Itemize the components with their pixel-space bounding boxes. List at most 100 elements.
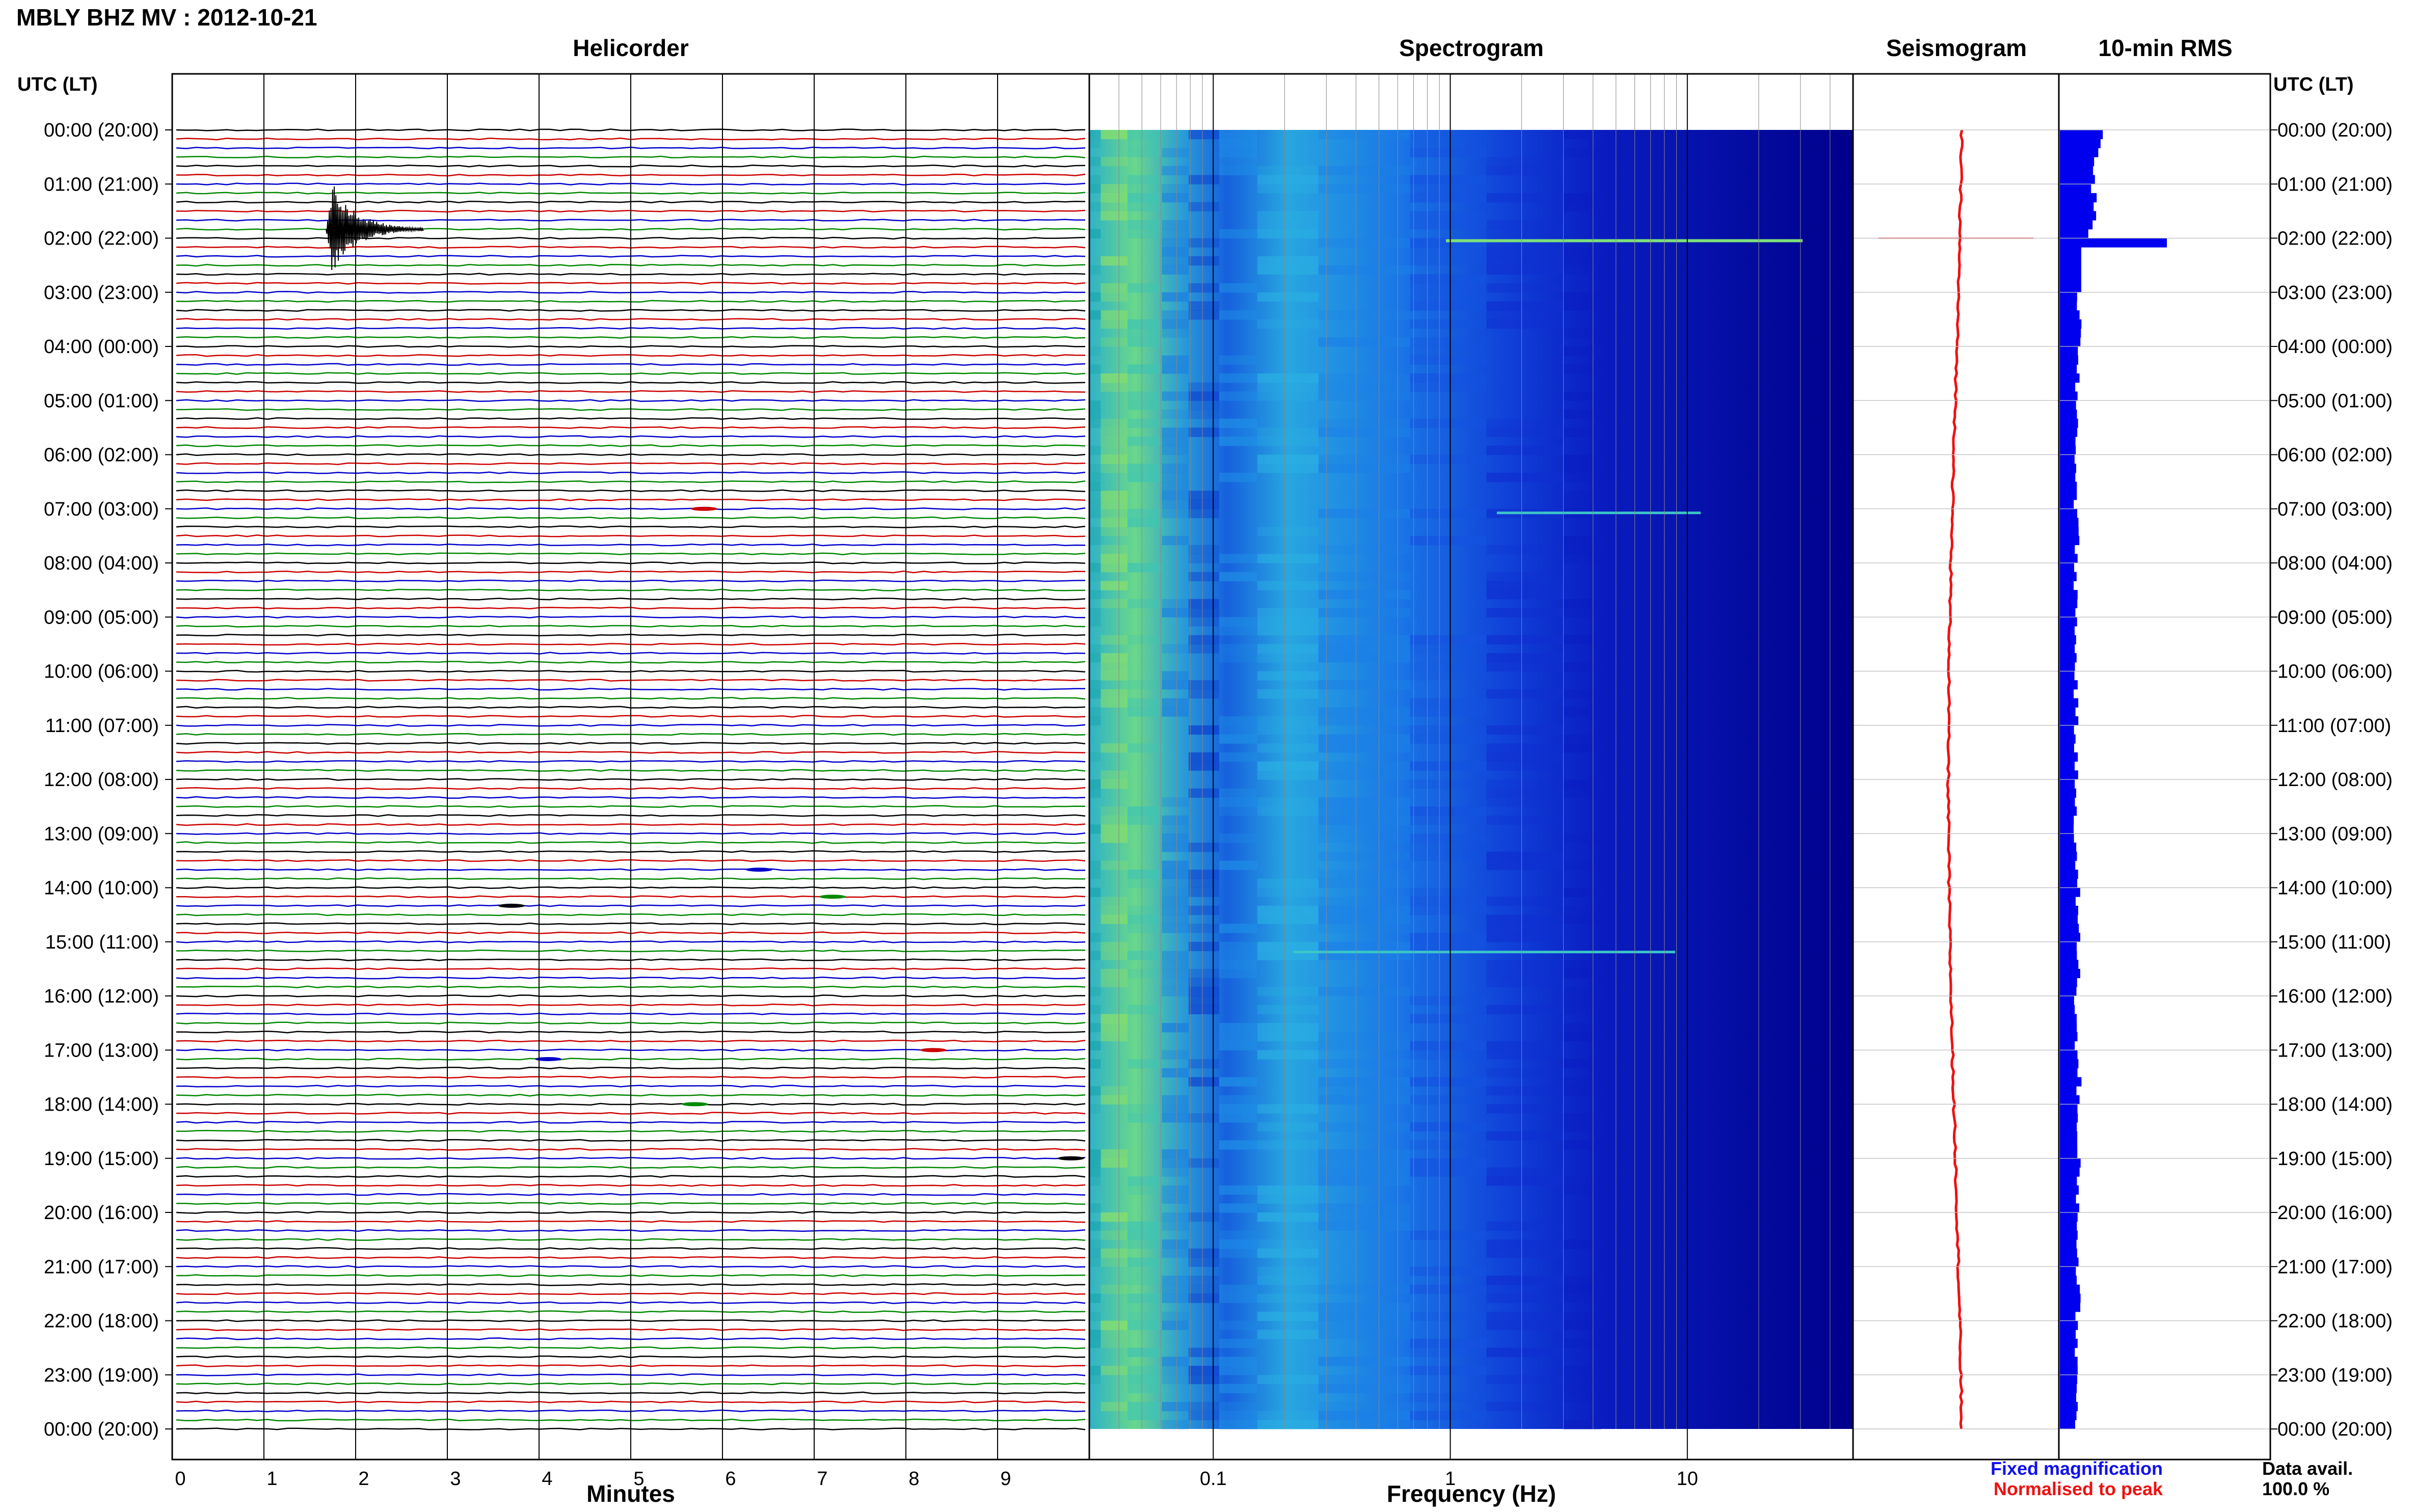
spectrogram-cell	[1089, 1059, 1101, 1069]
spectrogram-cell	[1162, 427, 1189, 437]
spectrogram-cell	[1410, 1041, 1487, 1050]
minute-tick-label: 4	[542, 1468, 552, 1490]
time-label-right: 20:00 (16:00)	[2277, 1202, 2393, 1224]
spectrogram-cell	[1089, 175, 1101, 184]
spectrogram-cell	[1219, 617, 1257, 627]
spectrogram-cell	[1318, 590, 1410, 600]
spectrogram-cell	[1486, 1068, 1563, 1077]
rms-bar	[2060, 1357, 2078, 1366]
helicorder-event	[746, 868, 772, 872]
spectrogram-cell	[1162, 1357, 1189, 1366]
spectrogram-cell	[1257, 914, 1319, 924]
spectrogram-cell	[1089, 535, 1101, 546]
spectrogram-cell	[1318, 680, 1410, 690]
spectrogram-cell	[1219, 130, 1257, 140]
rms-bar	[2060, 1014, 2077, 1023]
spectrogram-cell	[1486, 1131, 1563, 1141]
rms-bar	[2060, 752, 2078, 762]
spectrogram-cell	[1563, 391, 1601, 401]
spectrogram-cell	[1563, 491, 1601, 500]
rms-bar	[2060, 355, 2078, 365]
spectrogram-cell	[1318, 238, 1410, 248]
spectrogram-cell	[1127, 337, 1162, 347]
spectrogram-cell	[1318, 572, 1410, 581]
spectrogram-cell	[1162, 843, 1189, 852]
spectrogram-cell	[1410, 1366, 1487, 1375]
rms-bar	[2060, 797, 2075, 807]
spectrogram-cell	[1127, 905, 1162, 915]
spectrogram-cell	[1486, 229, 1563, 239]
rms-bar	[2060, 626, 2075, 636]
spectrogram-cell	[1257, 1122, 1319, 1132]
spectrogram-cell	[1162, 1320, 1189, 1330]
spectrogram-cell	[1318, 914, 1410, 924]
spectrogram-cell	[1101, 283, 1128, 293]
spectrogram-cell	[1563, 1032, 1601, 1042]
helicorder-event	[498, 903, 525, 908]
rms-bar	[2060, 590, 2078, 600]
spectrogram-cell	[1563, 960, 1601, 969]
spectrogram-cell	[1219, 1248, 1257, 1258]
time-label-left: 16:00 (12:00)	[44, 986, 159, 1007]
rms-bar	[2060, 1086, 2077, 1096]
spectrogram-cell	[1219, 941, 1257, 952]
spectrogram-cell	[1257, 220, 1319, 230]
spectrogram-cell	[1188, 987, 1219, 996]
rms-bar	[2060, 1194, 2076, 1204]
time-label-right: 12:00 (08:00)	[2277, 769, 2393, 791]
spectrogram-cell	[1410, 1230, 1487, 1240]
spectrogram-cell	[1486, 545, 1563, 554]
rms-bar	[2060, 662, 2075, 671]
rms-bar	[2060, 833, 2074, 843]
spectrogram-cell	[1188, 382, 1219, 392]
spectrogram-cell	[1563, 1185, 1601, 1195]
spectrogram-cell	[1486, 247, 1563, 257]
rms-bar	[2060, 933, 2080, 942]
spectrogram-cell	[1188, 238, 1219, 248]
spectrogram-cell	[1486, 572, 1563, 581]
spectrogram-cell	[1257, 1194, 1319, 1204]
spectrogram-cell	[1089, 1176, 1101, 1186]
time-label-left: 22:00 (18:00)	[44, 1311, 159, 1332]
spectrogram-cell	[1257, 391, 1319, 401]
time-label-right: 11:00 (07:00)	[2277, 715, 2391, 737]
spectrogram-cell	[1410, 635, 1487, 644]
spectrogram-cell	[1318, 653, 1410, 663]
spectrogram-cell	[1257, 319, 1319, 329]
spectrogram-cell	[1486, 978, 1563, 987]
rms-bar	[2060, 716, 2079, 726]
spectrogram-cell	[1563, 1023, 1601, 1033]
spectrogram-cell	[1089, 364, 1101, 374]
spectrogram-cell	[1127, 518, 1162, 527]
spectrogram-cell	[1486, 1311, 1563, 1321]
spectrogram-cell	[1101, 292, 1128, 302]
spectrogram-cell	[1162, 1374, 1189, 1385]
spectrogram-cell	[1089, 1221, 1101, 1231]
spectrogram-cell	[1127, 130, 1162, 140]
time-label-right: 14:00 (10:00)	[2277, 878, 2393, 899]
spectrogram-cell	[1219, 797, 1257, 807]
time-label-right: 01:00 (21:00)	[2277, 174, 2393, 195]
spectrogram-cell	[1089, 130, 1101, 140]
spectrogram-cell	[1257, 887, 1319, 897]
rms-bar	[2060, 1248, 2077, 1258]
legend-fixed-magnification: Fixed magnification	[1991, 1458, 2163, 1479]
rms-bar	[2060, 328, 2081, 338]
right-axis-header: UTC (LT)	[2273, 74, 2354, 95]
spectrogram-cell	[1162, 978, 1189, 987]
rms-bar	[2060, 373, 2080, 383]
spectrogram-cell	[1188, 788, 1219, 798]
spectrogram-cell	[1257, 941, 1319, 952]
spectrogram-cell	[1410, 130, 1487, 140]
spectrogram-cell	[1101, 1212, 1128, 1222]
spectrogram-cell	[1318, 734, 1410, 744]
spectrogram-cell	[1127, 1374, 1162, 1385]
spectrogram-cell	[1089, 1041, 1101, 1050]
spectrogram-cell	[1162, 671, 1189, 681]
spectrogram-cell	[1410, 1122, 1487, 1132]
spectrogram-cell	[1162, 1023, 1189, 1033]
spectrogram-cell	[1410, 346, 1487, 356]
rms-bar	[2060, 265, 2081, 275]
spectrogram-cell	[1410, 905, 1487, 915]
